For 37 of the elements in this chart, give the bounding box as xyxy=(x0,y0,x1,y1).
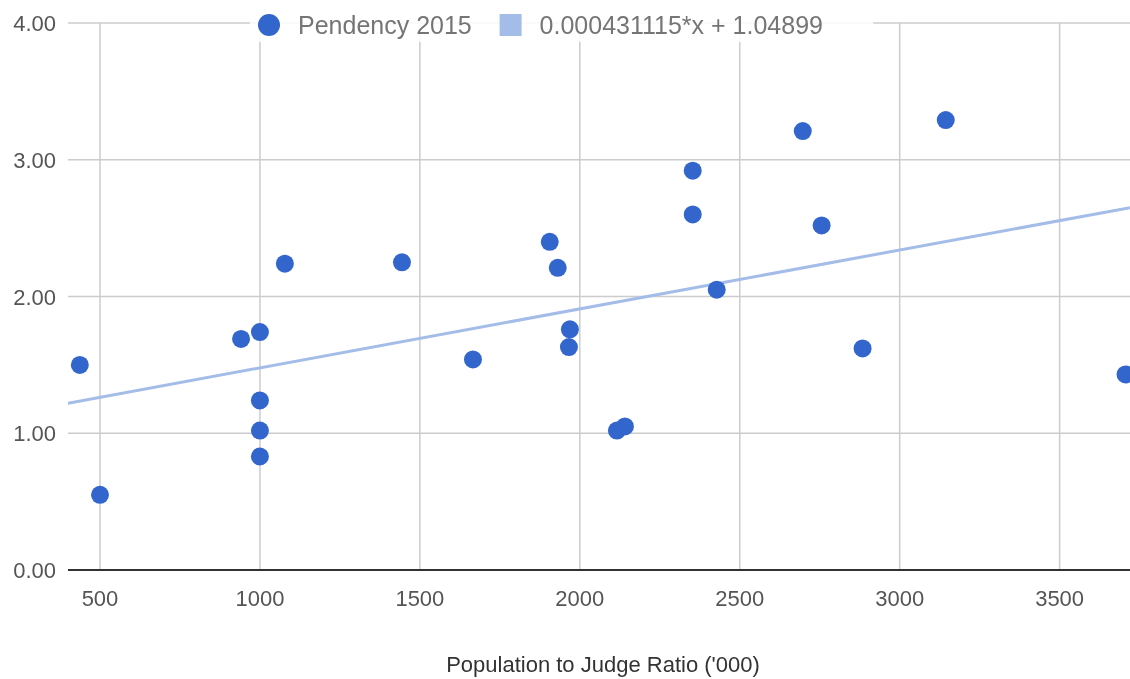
x-tick-label: 1500 xyxy=(395,586,445,611)
point xyxy=(250,447,269,466)
point xyxy=(853,339,872,358)
x-tick-label: 500 xyxy=(81,586,119,611)
point xyxy=(540,232,559,251)
point xyxy=(250,391,269,410)
point xyxy=(936,111,955,130)
x-tick-label: 3500 xyxy=(1035,586,1085,611)
point xyxy=(548,258,567,277)
y-tick-label: 3.00 xyxy=(13,147,56,173)
point xyxy=(683,161,702,180)
legend-label: Pendency 2015 xyxy=(298,11,472,39)
point xyxy=(275,254,294,273)
point xyxy=(560,320,579,339)
x-tick-label: 1000 xyxy=(235,586,285,611)
point xyxy=(559,338,578,357)
point xyxy=(392,253,411,272)
y-tick-label: 0.00 xyxy=(13,558,56,583)
point xyxy=(250,323,269,342)
point xyxy=(232,329,251,348)
point xyxy=(90,485,109,504)
point xyxy=(812,216,831,235)
point xyxy=(463,350,482,369)
x-tick-label: 2000 xyxy=(555,586,605,611)
point xyxy=(793,122,812,141)
y-tick-label: 2.00 xyxy=(13,284,56,310)
x-tick-label: 3000 xyxy=(875,586,925,611)
y-tick-label: 4.00 xyxy=(13,11,56,36)
x-tick-label: 2500 xyxy=(715,586,765,611)
point xyxy=(683,205,702,224)
point xyxy=(250,421,269,440)
x-axis-title: Population to Judge Ratio ('000) xyxy=(446,652,760,677)
point xyxy=(70,355,89,374)
y-tick-label: 1.00 xyxy=(13,421,56,447)
point xyxy=(707,280,726,299)
legend-label: 0.000431115*x + 1.04899 xyxy=(539,11,823,39)
point xyxy=(615,417,634,436)
